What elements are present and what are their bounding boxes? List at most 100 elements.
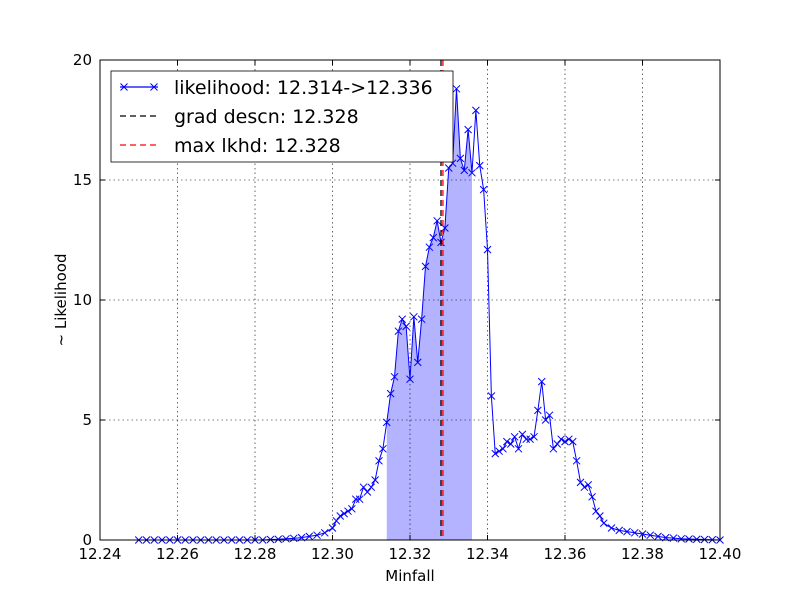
likelihood-point xyxy=(382,418,391,427)
likelihood-point xyxy=(390,372,399,381)
likelihood-point xyxy=(503,437,511,446)
likelihood-point xyxy=(495,447,503,456)
likelihood-point xyxy=(433,216,441,225)
likelihood-point xyxy=(464,125,472,134)
legend-label: grad descn: 12.328 xyxy=(174,106,359,128)
likelihood-point xyxy=(630,528,639,537)
legend-label: likelihood: 12.314->12.336 xyxy=(174,77,433,99)
y-tick-label: 0 xyxy=(82,531,92,549)
likelihood-point xyxy=(607,524,616,532)
likelihood-point xyxy=(654,532,662,541)
likelihood-point xyxy=(351,495,360,504)
likelihood-point xyxy=(646,531,655,540)
x-tick-label: 12.32 xyxy=(389,545,432,563)
likelihood-point xyxy=(344,507,352,516)
likelihood-point xyxy=(375,456,383,465)
likelihood-point xyxy=(444,164,453,172)
likelihood-point xyxy=(379,444,387,453)
likelihood-point xyxy=(623,527,631,536)
likelihood-point xyxy=(491,449,500,458)
likelihood-point xyxy=(499,444,507,453)
likelihood-point xyxy=(592,507,600,516)
legend-item-max-lkhd: max lkhd: 12.328 xyxy=(120,135,341,157)
x-tick-label: 12.40 xyxy=(699,545,742,563)
likelihood-point xyxy=(692,535,701,544)
likelihood-point xyxy=(522,435,531,444)
likelihood-point xyxy=(534,406,542,415)
likelihood-point xyxy=(553,440,562,448)
likelihood-point xyxy=(452,84,461,93)
likelihood-point xyxy=(479,185,488,194)
likelihood-point xyxy=(340,509,348,518)
x-tick-label: 12.30 xyxy=(311,545,354,563)
likelihood-point xyxy=(460,166,469,175)
likelihood-point xyxy=(526,435,534,444)
x-axis-title: Minfall xyxy=(385,567,434,585)
y-tick-label: 10 xyxy=(73,291,92,309)
y-tick-label: 15 xyxy=(73,171,92,189)
legend-item-likelihood: likelihood: 12.314->12.336 xyxy=(120,77,433,99)
likelihood-point xyxy=(425,243,434,252)
likelihood-point xyxy=(348,504,356,513)
likelihood-point xyxy=(576,478,585,487)
likelihood-point xyxy=(510,432,519,441)
likelihood-point xyxy=(406,375,414,384)
likelihood-point xyxy=(371,476,379,484)
likelihood-point xyxy=(402,322,410,331)
likelihood-point xyxy=(410,312,418,321)
y-axis-title: ~ Likelihood xyxy=(52,254,70,347)
likelihood-point xyxy=(274,535,283,544)
likelihood-point xyxy=(468,168,476,177)
likelihood-point xyxy=(545,411,554,420)
likelihood-point xyxy=(398,315,407,324)
likelihood-point xyxy=(332,516,341,525)
likelihood-point xyxy=(413,358,422,367)
likelihood-point xyxy=(537,377,546,386)
likelihood-point xyxy=(561,437,569,446)
likelihood-point xyxy=(363,488,372,496)
legend: likelihood: 12.314->12.336 grad descn: 12… xyxy=(110,70,454,163)
likelihood-point xyxy=(677,534,686,543)
likelihood-point xyxy=(313,531,321,540)
likelihood-point xyxy=(580,483,589,492)
likelihood-point xyxy=(305,532,314,541)
legend-item-grad-descn: grad descn: 12.328 xyxy=(120,106,359,128)
likelihood-point xyxy=(584,480,593,489)
likelihood-point xyxy=(514,444,523,453)
likelihood-point xyxy=(429,233,438,242)
likelihood-point xyxy=(394,327,403,336)
x-tick-label: 12.28 xyxy=(234,545,277,563)
likelihood-point xyxy=(568,437,577,446)
y-tick-label: 5 xyxy=(82,411,92,429)
legend-marker xyxy=(120,83,128,91)
likelihood-point xyxy=(367,483,376,492)
likelihood-point xyxy=(549,444,558,453)
likelihood-point xyxy=(638,530,647,538)
likelihood-point xyxy=(456,154,465,163)
likelihood-point xyxy=(596,512,604,520)
likelihood-point xyxy=(615,526,624,535)
y-tick-label: 20 xyxy=(73,51,92,69)
likelihood-point xyxy=(328,524,337,532)
likelihood-point xyxy=(599,519,608,528)
likelihood-point xyxy=(487,392,496,400)
likelihood-point xyxy=(572,456,581,465)
likelihood-point xyxy=(421,262,430,271)
plot-area xyxy=(100,60,724,544)
x-tick-label: 12.34 xyxy=(466,545,509,563)
axes: 12.24 12.26 12.28 12.30 12.32 12.34 12.36 12.38… xyxy=(73,51,742,563)
x-tick-label: 12.26 xyxy=(156,545,199,563)
shaded-interval xyxy=(386,88,472,541)
likelihood-point xyxy=(386,389,395,398)
x-tick-label: 12.36 xyxy=(544,545,587,563)
likelihood-point xyxy=(530,432,538,441)
likelihood-point xyxy=(320,528,329,537)
legend-box xyxy=(110,70,454,163)
likelihood-point xyxy=(506,440,515,448)
likelihood-point xyxy=(557,435,565,444)
likelihood-point xyxy=(475,161,484,170)
likelihood-point xyxy=(685,535,693,543)
likelihood-point xyxy=(472,106,480,115)
x-tick-label: 12.38 xyxy=(621,545,664,563)
